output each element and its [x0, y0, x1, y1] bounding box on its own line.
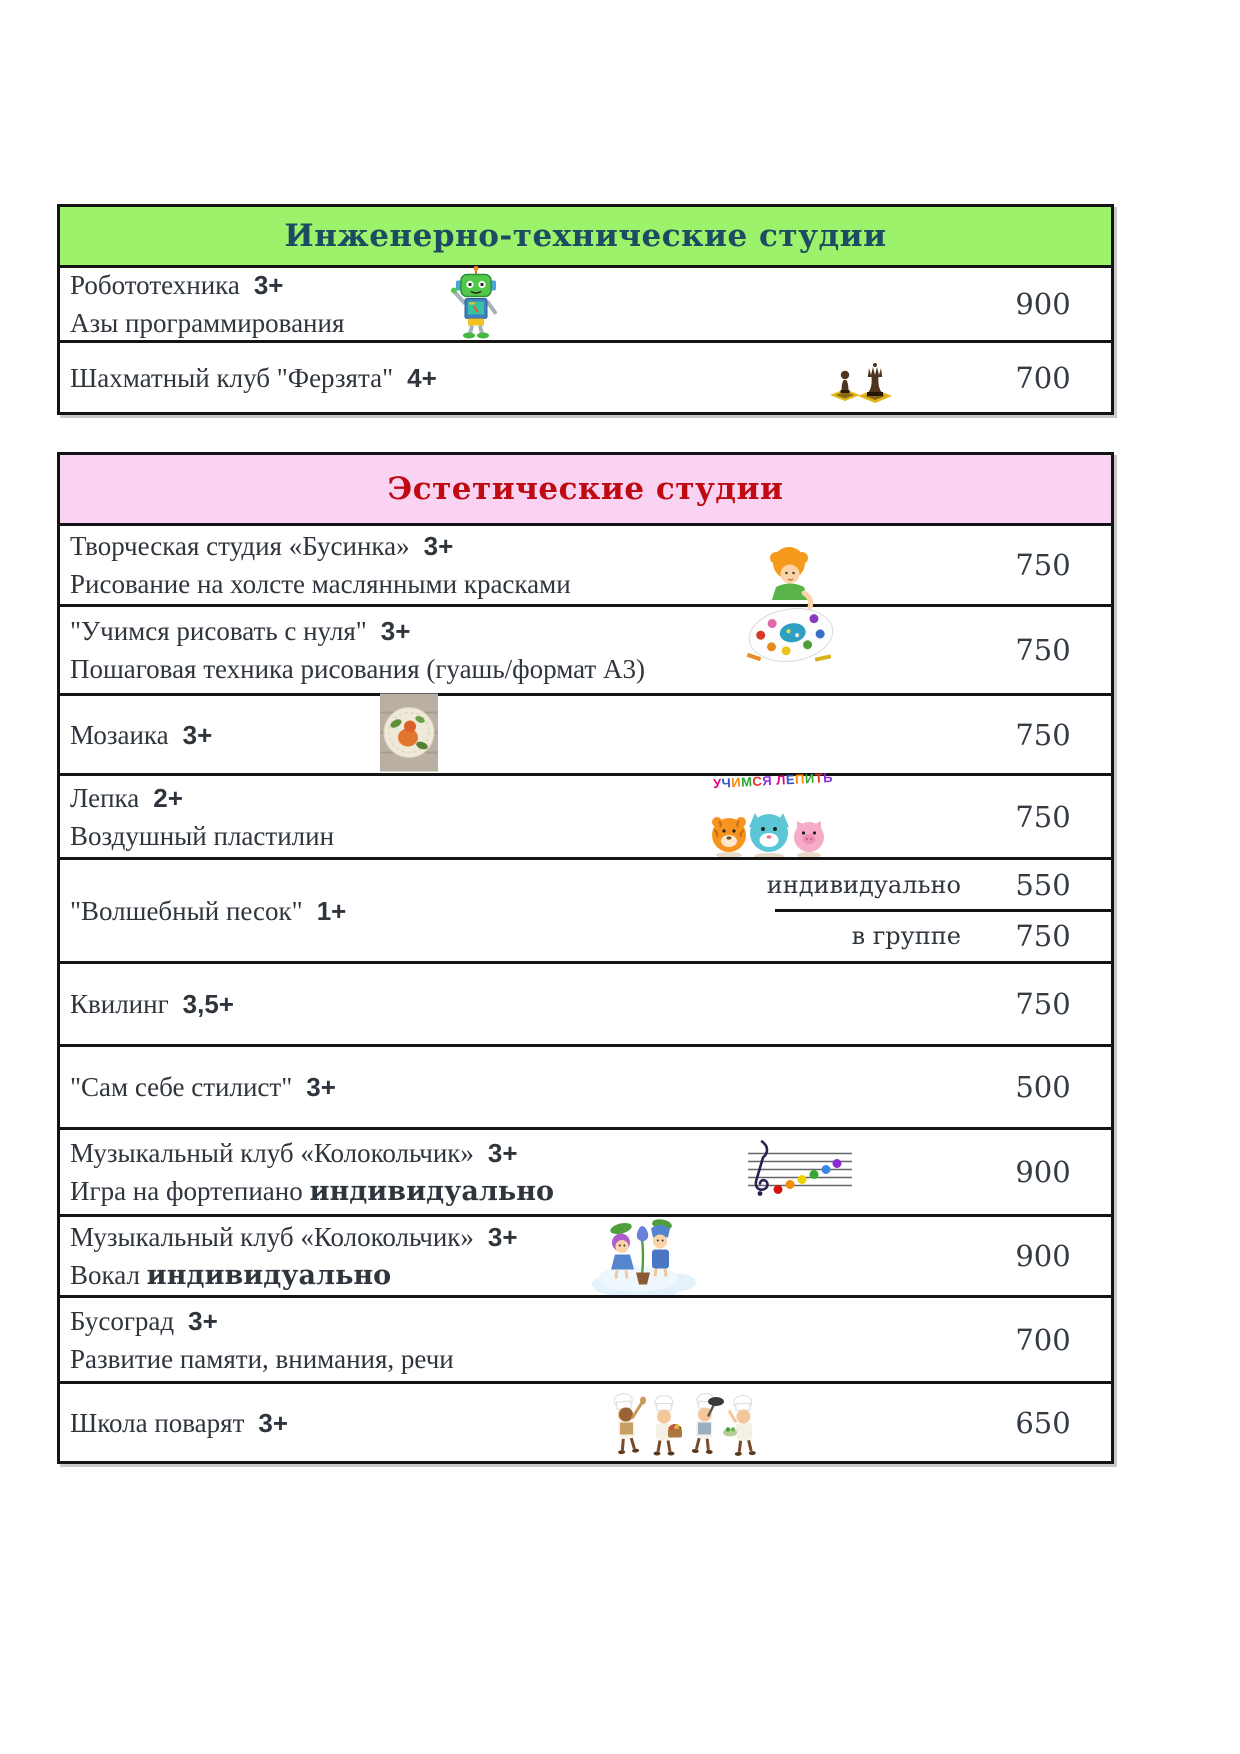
- table-row: "Учимся рисовать с нуля" 3+ Пошаговая тех…: [60, 604, 1111, 693]
- price-options: индивидуально 550 в группе 750: [660, 860, 1111, 961]
- aesthetic-studios-table: Эстетические студии: [57, 452, 1114, 1464]
- studio-title: Робототехника: [70, 270, 240, 300]
- studio-title: "Учимся рисовать с нуля": [70, 616, 367, 646]
- age-badge: 3+: [487, 1137, 518, 1168]
- price-value: 750: [1015, 633, 1071, 667]
- option-label: в группе: [851, 921, 961, 950]
- studio-title: Лепка: [70, 782, 140, 813]
- chef-kids-icon: [608, 1380, 766, 1465]
- age-badge: 3+: [188, 1305, 218, 1336]
- studio-title: "Волшебный песок": [70, 895, 303, 926]
- studio-title: "Сам себе стилист": [70, 1072, 293, 1102]
- chess-pieces-icon: [828, 353, 892, 408]
- age-badge: 3+: [423, 531, 454, 561]
- studio-title: Музыкальный клуб «Колокольчик»: [70, 1137, 474, 1168]
- table-row: Творческая студия «Бусинка» 3+ Рисование …: [60, 523, 1111, 604]
- age-badge: 3+: [182, 719, 213, 750]
- studio-title: Шахматный клуб "Ферзята": [70, 362, 394, 393]
- engineering-studios-header: Инженерно-технические студии: [60, 207, 1111, 265]
- table-row: Робототехника 3+ Азы программирования: [60, 265, 1111, 340]
- price-value: 700: [1015, 1322, 1071, 1357]
- table-row: "Сам себе стилист" 3+ 500: [60, 1044, 1111, 1127]
- music-staff-icon: [732, 1138, 854, 1207]
- price-value: 900: [1015, 1239, 1071, 1273]
- studio-subtitle: Вокал: [70, 1259, 140, 1290]
- painting-kid-icon: [745, 543, 837, 672]
- subtitle-bold: индивидуально: [146, 1259, 392, 1291]
- studio-subtitle: Игра на фортепиано: [70, 1175, 303, 1206]
- engineering-studios-table: Инженерно-технические студии Робототехни…: [57, 204, 1114, 415]
- price-value: 700: [1015, 360, 1071, 395]
- age-badge: 3,5+: [182, 989, 234, 1019]
- price-value: 500: [1015, 1070, 1071, 1104]
- price-value: 750: [1015, 799, 1071, 834]
- price-option: в группе 750: [660, 911, 1111, 962]
- age-badge: 3+: [306, 1072, 336, 1102]
- table-row: Музыкальный клуб «Колокольчик» 3+ Вокал и…: [60, 1214, 1111, 1299]
- age-badge: 3+: [380, 616, 411, 646]
- table-row: Квилинг 3,5+ 750: [60, 961, 1111, 1044]
- table-row: "Волшебный песок" 1+ индивидуально 550 в …: [60, 857, 1111, 961]
- table-row: Лепка 2+ Воздушный пластилин УЧИМСЯ ЛЕПИТ…: [60, 769, 1111, 859]
- studio-subtitle: Воздушный пластилин: [70, 820, 335, 851]
- age-badge: 3+: [258, 1407, 289, 1438]
- singing-kids-icon: [588, 1211, 700, 1302]
- studio-title: Квилинг: [70, 989, 169, 1019]
- clay-animals-icon: УЧИМСЯ ЛЕПИТЬ: [705, 769, 835, 859]
- age-badge: 3+: [487, 1221, 518, 1252]
- studio-title: Музыкальный клуб «Колокольчик»: [70, 1221, 474, 1252]
- price-value: 900: [1015, 287, 1071, 321]
- price-value: 900: [1015, 1155, 1071, 1189]
- table-title: Инженерно-технические студии: [284, 218, 887, 254]
- aesthetic-studios-header: Эстетические студии: [60, 455, 1111, 523]
- mosaic-plate-icon: [380, 693, 438, 776]
- price-value: 750: [1015, 548, 1071, 582]
- table-row: Школа поварят 3+: [60, 1381, 1111, 1461]
- option-divider: [775, 909, 1111, 912]
- studio-subtitle: Азы программирования: [70, 308, 345, 338]
- studio-title: Творческая студия «Бусинка»: [70, 531, 410, 561]
- table-title: Эстетические студии: [387, 471, 784, 507]
- table-row: Бусоград 3+ Развитие памяти, внимания, ре…: [60, 1295, 1111, 1381]
- subtitle-bold: индивидуально: [309, 1175, 555, 1207]
- age-badge: 2+: [153, 782, 183, 813]
- age-badge: 1+: [316, 895, 347, 926]
- price-value: 750: [1015, 987, 1071, 1021]
- price-value: 650: [1015, 1405, 1071, 1440]
- studio-title: Бусоград: [70, 1305, 175, 1336]
- studio-title: Мозаика: [70, 719, 169, 750]
- studio-subtitle: Рисование на холсте маслянными красками: [70, 569, 571, 599]
- price-value: 750: [1015, 918, 1071, 953]
- price-option: индивидуально 550: [660, 860, 1111, 911]
- table-row: Музыкальный клуб «Колокольчик» 3+ Игра на…: [60, 1127, 1111, 1214]
- option-label: индивидуально: [766, 871, 961, 900]
- age-badge: 3+: [253, 270, 284, 300]
- price-value: 750: [1015, 717, 1071, 752]
- table-row: Шахматный клуб "Ферзята" 4+ 700: [60, 340, 1111, 412]
- price-value: 550: [1015, 868, 1071, 903]
- studio-subtitle: Развитие памяти, внимания, речи: [70, 1343, 454, 1374]
- age-badge: 4+: [407, 362, 437, 393]
- studio-subtitle: Пошаговая техника рисования (гуашь/форма…: [70, 654, 645, 684]
- robot-icon: [448, 265, 504, 344]
- table-row: Мозаика 3+ 750: [60, 693, 1111, 773]
- studio-title: Школа поварят: [70, 1407, 245, 1438]
